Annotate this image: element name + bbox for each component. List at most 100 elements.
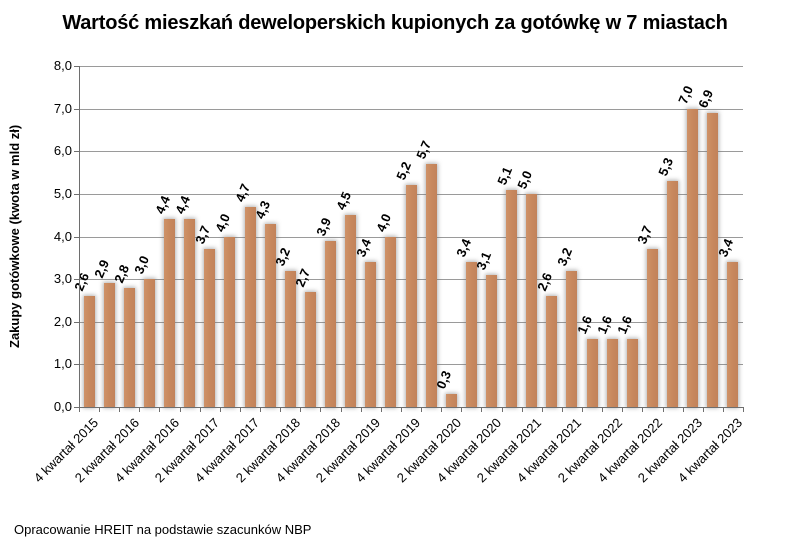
bar xyxy=(284,270,296,407)
x-tick-mark xyxy=(602,408,604,412)
bar xyxy=(606,338,618,407)
bar xyxy=(264,223,276,407)
bar-value-label-text: 3,7 xyxy=(634,223,656,247)
bar-value-label-text: 3,4 xyxy=(453,236,475,260)
bar xyxy=(304,291,316,407)
y-tick-mark xyxy=(74,407,79,408)
bar xyxy=(83,296,95,407)
bar xyxy=(667,181,679,407)
bar-value-label-text: 7,0 xyxy=(674,83,696,106)
x-tick-mark xyxy=(521,408,523,412)
y-tick-label: 6,0 xyxy=(53,143,72,159)
x-tick-mark xyxy=(561,408,563,412)
bar xyxy=(445,394,457,407)
bar xyxy=(204,249,216,407)
bar-value-label-text: 1,6 xyxy=(614,313,636,336)
chart-title: Wartość mieszkań deweloperskich kupionyc… xyxy=(62,12,728,34)
bar xyxy=(566,270,578,407)
x-tick-mark xyxy=(99,408,101,412)
bar xyxy=(727,262,739,407)
x-tick-mark xyxy=(622,408,624,412)
bar-value-label-text: 5,7 xyxy=(413,138,435,162)
bar-value-label-text: 4,0 xyxy=(373,210,394,234)
bar xyxy=(325,240,336,407)
bar xyxy=(244,206,256,407)
bar xyxy=(687,108,699,407)
bar-value-label-text: 1,6 xyxy=(594,313,616,336)
x-tick-mark xyxy=(360,408,362,412)
bar xyxy=(707,112,719,407)
x-tick-mark xyxy=(119,408,121,412)
y-tick-mark xyxy=(74,108,79,110)
x-tick-mark xyxy=(662,408,664,412)
x-tick-mark xyxy=(300,408,302,412)
x-tick-mark xyxy=(320,408,322,412)
x-tick-mark xyxy=(340,408,342,412)
y-tick-label: 1,0 xyxy=(53,356,72,372)
y-tick-label: 8,0 xyxy=(53,58,72,73)
x-tick-mark xyxy=(743,408,744,412)
x-tick-mark xyxy=(159,408,161,412)
y-tick-label: 0,0 xyxy=(53,399,72,414)
bar xyxy=(646,249,658,407)
bar xyxy=(103,283,115,407)
y-tick-mark xyxy=(74,66,79,67)
x-tick-mark xyxy=(280,408,282,412)
bar xyxy=(123,287,135,407)
x-tick-mark xyxy=(380,408,382,412)
x-tick-mark xyxy=(79,408,80,412)
bar xyxy=(385,236,397,407)
bar-value-label-text: 4,4 xyxy=(171,193,193,217)
bar xyxy=(405,185,417,407)
y-tick-mark xyxy=(74,364,79,366)
x-tick-mark xyxy=(481,408,483,412)
gridline xyxy=(79,66,743,67)
x-tick-mark xyxy=(139,408,141,412)
bar-value-label-text: 2,9 xyxy=(91,257,113,281)
bar xyxy=(485,274,497,407)
bar xyxy=(526,193,538,407)
x-tick-mark xyxy=(461,408,463,412)
bar xyxy=(184,219,196,407)
bar xyxy=(586,338,598,407)
x-axis-line xyxy=(79,407,744,408)
gridline xyxy=(79,108,743,110)
bar-value-label-text: 5,0 xyxy=(513,168,535,191)
x-tick-mark xyxy=(541,408,543,412)
bar-value-label-text: 5,3 xyxy=(654,155,676,179)
y-tick-mark xyxy=(74,236,79,238)
y-tick-label: 7,0 xyxy=(53,100,72,116)
bar-value-label-text: 3,9 xyxy=(312,215,334,238)
bar xyxy=(506,189,518,407)
bar-value-label-text: 2,8 xyxy=(111,262,133,285)
bar xyxy=(626,338,638,407)
x-tick-mark xyxy=(179,408,181,412)
bar xyxy=(365,262,377,407)
bar xyxy=(224,236,236,407)
x-tick-mark xyxy=(501,408,503,412)
source-note: Opracowanie HREIT na podstawie szacunków… xyxy=(14,522,312,537)
y-tick-label: 4,0 xyxy=(53,228,72,244)
x-tick-mark xyxy=(239,408,241,412)
y-tick-label: 5,0 xyxy=(53,185,72,201)
x-tick-mark xyxy=(441,408,443,412)
x-tick-mark xyxy=(260,408,262,412)
x-tick-mark xyxy=(582,408,584,412)
bar xyxy=(345,215,357,407)
bar-value-label-text: 5,1 xyxy=(493,164,515,187)
bar-value-label-text: 4,7 xyxy=(232,181,254,204)
x-tick-mark xyxy=(400,408,402,412)
y-axis-line xyxy=(79,66,80,407)
y-tick-label: 3,0 xyxy=(53,271,72,287)
gridline xyxy=(79,151,743,153)
bar-value-label-text: 4,4 xyxy=(151,193,173,217)
y-tick-label: 2,0 xyxy=(53,313,72,329)
bar xyxy=(546,296,558,407)
y-tick-mark xyxy=(74,193,79,195)
bar xyxy=(164,219,176,407)
x-tick-mark xyxy=(642,408,644,412)
y-tick-mark xyxy=(74,321,79,323)
x-tick-mark xyxy=(702,408,704,412)
bar-value-label-text: 4,0 xyxy=(212,210,233,234)
y-tick-mark xyxy=(74,151,79,153)
